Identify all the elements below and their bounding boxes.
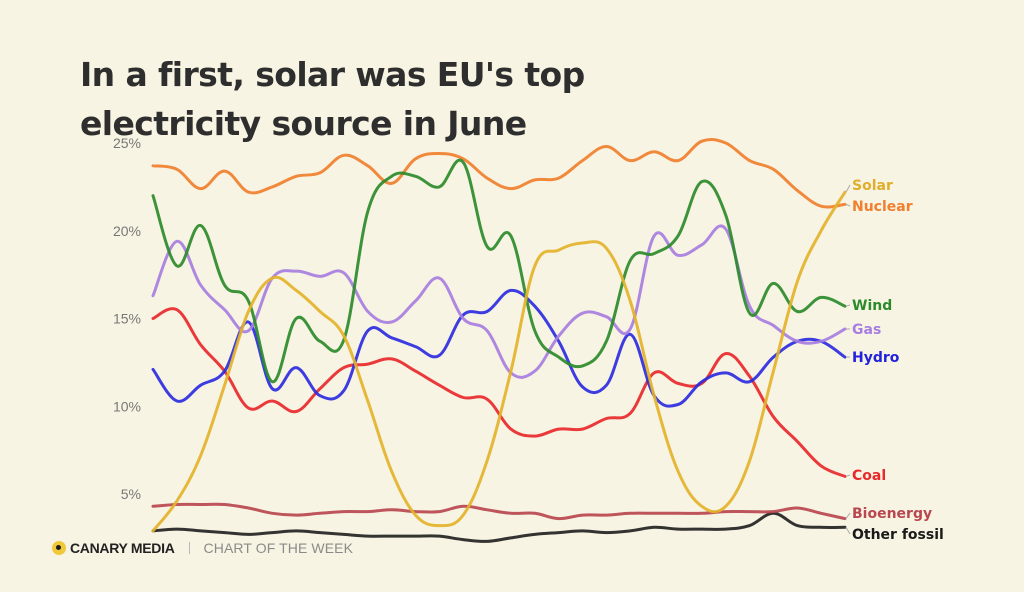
label-leader-other-fossil [845,527,851,535]
y-tick-label-20: 20% [113,223,141,239]
chart-title-line1: In a first, solar was EU's top [80,55,585,94]
label-leader-solar [845,184,851,193]
series-label-gas: Gas [852,322,881,338]
y-tick-label-15: 15% [113,311,141,327]
canary-logo-icon [52,541,66,555]
chart-of-the-week-label: CHART OF THE WEEK [203,540,354,556]
chart-title: In a first, solar was EU's top electrici… [80,50,780,148]
label-leader-bioenergy [845,512,851,519]
y-tick-label-5: 5% [121,486,141,502]
series-line-hydro [151,288,847,408]
series-label-wind: Wind [852,298,892,314]
series-label-solar: Solar [852,178,893,194]
series-label-bioenergy: Bioenergy [852,506,932,522]
series-label-coal: Coal [852,468,886,484]
series-line-bioenergy [151,502,847,521]
footer: CANARY MEDIA CHART OF THE WEEK [52,538,353,558]
series-label-other-fossil: Other fossil [852,527,944,543]
brand-name: CANARY MEDIA [70,540,175,556]
label-leader-wind [845,304,851,307]
chart-title-line2: electricity source in June [80,104,527,143]
series-labels: Solar Nuclear Wind Gas Hydro Coal Bioenergy Oth… [845,178,944,543]
series-label-nuclear: Nuclear [852,199,913,215]
series-lines [151,137,847,543]
series-line-wind [151,158,847,384]
series-line-solar [151,190,847,533]
y-tick-label-10: 10% [113,398,141,414]
series-label-hydro: Hydro [852,350,900,366]
footer-divider [188,542,190,554]
series-line-nuclear [151,137,847,209]
y-tick-label-25: 25% [113,135,141,151]
label-leader-coal [845,474,851,477]
label-leader-nuclear [845,203,851,207]
series-line-other-fossil [151,511,847,543]
y-axis: 5% 10% 15% 20% 25% [113,135,141,502]
